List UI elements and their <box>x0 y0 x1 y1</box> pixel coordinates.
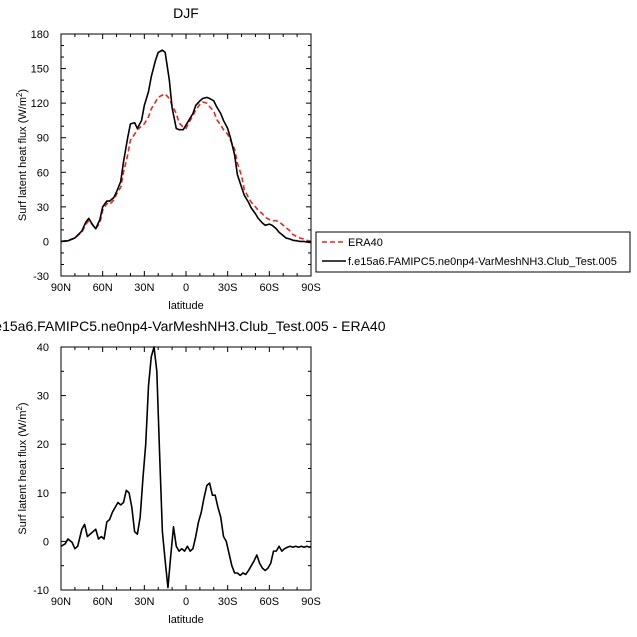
x-tick-label: 60S <box>260 282 280 294</box>
y-axis-label: Surf latent heat flux (W/m2) <box>15 402 29 534</box>
y-tick-label: 90 <box>37 133 49 145</box>
x-tick-label: 0 <box>183 596 189 608</box>
x-tick-label: 30N <box>134 596 154 608</box>
x-tick-label: 60N <box>93 282 113 294</box>
series-line-era40 <box>60 93 312 243</box>
x-tick-label: 90S <box>301 282 321 294</box>
x-tick-label: 30N <box>134 282 154 294</box>
legend-box <box>315 231 631 273</box>
x-tick-label: 90N <box>51 282 71 294</box>
y-tick-label: 0 <box>43 536 49 548</box>
y-tick-label: -10 <box>33 585 49 597</box>
y-tick-label: 20 <box>37 439 49 451</box>
y-axis-label: Surf latent heat flux (W/m2) <box>15 89 29 221</box>
x-tick-label: 30S <box>218 282 238 294</box>
y-tick-label: 180 <box>31 29 49 41</box>
y-tick-label: -30 <box>33 271 49 283</box>
x-tick-label: 60S <box>260 596 280 608</box>
series-line-difference <box>60 346 312 589</box>
x-tick-label: 90S <box>301 596 321 608</box>
x-tick-label: 30S <box>218 596 238 608</box>
y-tick-label: 150 <box>31 64 49 76</box>
plot-frame <box>60 33 312 277</box>
legend: ERA40 f.e15a6.FAMIPC5.ne0np4-VarMeshNH3.C… <box>315 231 631 273</box>
y-tick-label: 30 <box>37 202 49 214</box>
x-tick-label: 0 <box>183 282 189 294</box>
y-tick-label: 0 <box>43 236 49 248</box>
chart-title: f.e15a6.FAMIPC5.ne0np4-VarMeshNH3.Club_T… <box>0 318 386 334</box>
chart-panel-1: DJF 90N 60N 30N 0 30S 60S 90S -30 0 30 60 90 120 150 18… <box>15 5 631 312</box>
x-tick-label: 90N <box>51 596 71 608</box>
x-tick-label: 60N <box>93 596 113 608</box>
legend-entry: f.e15a6.FAMIPC5.ne0np4-VarMeshNH3.Club_T… <box>348 256 617 268</box>
chart-title: DJF <box>173 5 199 21</box>
y-tick-label: 10 <box>37 488 49 500</box>
y-tick-label: 30 <box>37 391 49 403</box>
x-axis-label: latitude <box>168 300 203 312</box>
y-tick-label: 60 <box>37 167 49 179</box>
chart-panel-2: f.e15a6.FAMIPC5.ne0np4-VarMeshNH3.Club_T… <box>0 318 386 626</box>
x-axis-label: latitude <box>168 614 203 626</box>
y-tick-label: 40 <box>37 342 49 354</box>
series-line-f-e15a6-famipc5-ne0np4-varmeshnh3-club-test-005 <box>60 49 312 244</box>
y-tick-label: 120 <box>31 98 49 110</box>
legend-entry: ERA40 <box>348 237 383 249</box>
